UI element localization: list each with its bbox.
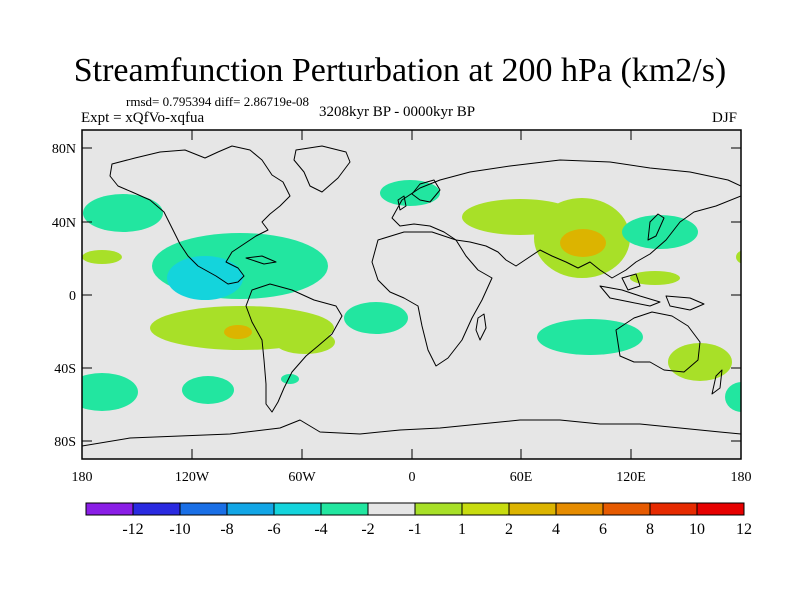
x-label: 0 — [409, 470, 416, 485]
coastline-north-america — [109, 145, 291, 285]
anomaly-blob — [736, 250, 741, 264]
colorbar-swatch — [461, 502, 510, 516]
coastline-indonesia — [599, 285, 661, 307]
x-label: 60W — [288, 470, 316, 485]
colorbar-tick-label: 6 — [599, 521, 607, 538]
map-title: Streamfunction Perturbation at 200 hPa (… — [73, 52, 727, 89]
anomaly-blob — [82, 373, 138, 411]
anomaly-blob — [182, 376, 234, 404]
coastline-scandinavia — [411, 179, 441, 203]
coastline-eurasia — [391, 159, 741, 279]
coastline-new-guinea — [665, 295, 705, 311]
y-label: 80S — [54, 435, 76, 450]
colorbar-tick-label: -4 — [314, 521, 327, 538]
anomaly-blob — [83, 194, 163, 232]
colorbar-swatch — [85, 502, 134, 516]
x-label: 180 — [72, 470, 93, 485]
colorbar-swatch — [179, 502, 228, 516]
x-label: 180 — [731, 470, 752, 485]
colorbar-tick-label: -12 — [122, 521, 143, 538]
y-axis-labels: 80N 40N 0 40S 80S — [52, 142, 76, 450]
coastline-new-zealand — [711, 369, 723, 395]
colorbar-tick-label: -8 — [220, 521, 233, 538]
x-axis-labels: 180 120W 60W 0 60E 120E 180 — [72, 470, 752, 485]
coastline-borneo — [621, 273, 641, 291]
y-label: 40S — [54, 362, 76, 377]
anomaly-blob — [725, 382, 741, 412]
coastline-africa — [371, 231, 493, 367]
anomaly-blob — [344, 302, 408, 334]
period-label: 3208kyr BP - 0000kyr BP — [319, 104, 476, 120]
colorbar-swatch — [414, 502, 463, 516]
colorbar-swatch — [226, 502, 275, 516]
axis-ticks — [82, 130, 741, 459]
colorbar-swatch — [273, 502, 322, 516]
coastline-antarctica — [82, 419, 741, 447]
colorbar-tick-label: -2 — [361, 521, 374, 538]
coastline-british-isles — [397, 195, 407, 211]
colorbar-swatch — [132, 502, 181, 516]
x-label: 60E — [510, 470, 533, 485]
y-label: 0 — [69, 289, 76, 304]
colorbar-swatch — [649, 502, 698, 516]
colorbar-tick-label: -1 — [408, 521, 421, 538]
coastline-south-america — [245, 283, 343, 413]
colorbar-tick-label: 12 — [736, 521, 752, 538]
coastlines — [82, 145, 741, 447]
colorbar: -12 -10 -8 -6 -4 -2 -1 1 2 4 6 8 10 12 — [85, 502, 752, 538]
colorbar-swatch — [602, 502, 651, 516]
anomaly-field — [82, 180, 741, 412]
coastline-australia — [615, 311, 701, 373]
x-label: 120W — [175, 470, 210, 485]
colorbar-tick-label: 8 — [646, 521, 654, 538]
experiment-label: Expt = xQfVo-xqfua — [81, 110, 205, 126]
colorbar-swatch — [508, 502, 557, 516]
anomaly-blob — [622, 215, 698, 249]
anomaly-blob — [224, 325, 252, 339]
coastline-greenland — [293, 145, 351, 193]
colorbar-tick-label: 2 — [505, 521, 513, 538]
colorbar-tick-label: 4 — [552, 521, 560, 538]
y-label: 40N — [52, 216, 76, 231]
coastline-madagascar — [475, 313, 487, 341]
anomaly-blob — [560, 229, 606, 257]
colorbar-tick-label: 10 — [689, 521, 705, 538]
colorbar-tick-label: -10 — [169, 521, 190, 538]
coastline-caribbean — [245, 255, 277, 265]
colorbar-swatch — [555, 502, 604, 516]
anomaly-blob — [82, 250, 122, 264]
anomaly-blob — [281, 374, 299, 384]
anomaly-blob — [630, 271, 680, 285]
anomaly-blob — [275, 330, 335, 354]
stats-line: rmsd= 0.795394 diff= 2.86719e-08 — [126, 94, 310, 109]
x-label: 120E — [616, 470, 646, 485]
anomaly-blob — [167, 256, 243, 300]
colorbar-swatch — [367, 502, 416, 516]
colorbar-tick-label: 1 — [458, 521, 466, 538]
anomaly-blob — [537, 319, 643, 355]
season-label: DJF — [712, 110, 738, 126]
colorbar-swatch — [320, 502, 369, 516]
colorbar-tick-label: -6 — [267, 521, 280, 538]
y-label: 80N — [52, 142, 76, 157]
anomaly-blob — [668, 343, 732, 381]
colorbar-swatch — [696, 502, 745, 516]
coastline-japan — [647, 213, 665, 241]
